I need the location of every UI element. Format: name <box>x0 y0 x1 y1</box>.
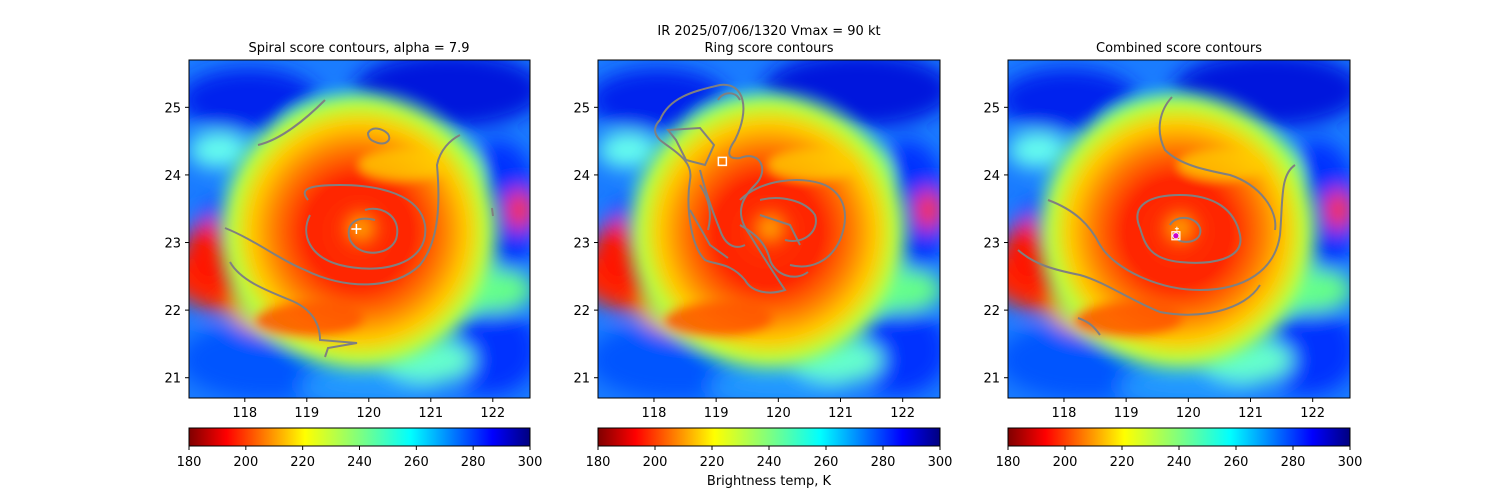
colorbar-tick-label: 240 <box>1167 455 1192 470</box>
colorbar-tick-label: 180 <box>586 455 611 470</box>
score-contours <box>224 99 494 358</box>
ir-image <box>578 52 953 405</box>
x-tick-label: 122 <box>890 406 915 421</box>
panel-combined: Combined score contours 118 119 120 121 122 … <box>983 41 1363 470</box>
x-tick-label: 118 <box>642 406 667 421</box>
y-tick-label: 22 <box>573 304 590 319</box>
x-tick-label: 120 <box>356 406 381 421</box>
figure-suptitle: IR 2025/07/06/1320 Vmax = 90 kt <box>657 24 880 39</box>
x-tick-label: 119 <box>294 406 319 421</box>
plot-frame <box>188 59 531 399</box>
panel-title: Combined score contours <box>1096 41 1262 56</box>
y-tick-label: 24 <box>573 169 590 184</box>
y-tick-label: 25 <box>573 101 590 116</box>
x-axis: 118 119 120 121 122 <box>232 398 505 421</box>
y-tick-label: 21 <box>573 372 590 387</box>
colorbar-tick-label: 200 <box>643 455 668 470</box>
center-dot-icon <box>1172 232 1180 240</box>
y-tick-label: 21 <box>983 372 1000 387</box>
colorbar-tick-label: 280 <box>1281 455 1306 470</box>
x-axis: 118 119 120 121 122 <box>642 398 915 421</box>
y-tick-label: 24 <box>983 169 1000 184</box>
y-axis: 21 22 23 24 25 <box>573 101 598 387</box>
x-tick-label: 119 <box>1114 406 1139 421</box>
x-tick-label: 120 <box>1176 406 1201 421</box>
colorbar-tick-label: 220 <box>1110 455 1135 470</box>
colorbar-gradient <box>1007 427 1351 447</box>
panel-ring: Ring score contours 118 119 120 121 122 21 22… <box>573 41 953 489</box>
y-tick-label: 25 <box>983 101 1000 116</box>
x-tick-label: 118 <box>1052 406 1077 421</box>
colorbar-tick-label: 280 <box>871 455 896 470</box>
colorbar-tick-label: 220 <box>700 455 725 470</box>
y-tick-label: 22 <box>164 304 181 319</box>
center-marker <box>1171 226 1181 241</box>
colorbar-tick-label: 200 <box>1053 455 1078 470</box>
center-square-icon <box>717 156 728 167</box>
colorbar-tick-label: 260 <box>814 455 839 470</box>
center-marker <box>351 224 362 234</box>
colorbar-tick-label: 180 <box>996 455 1021 470</box>
colorbar: 180 200 220 240 260 280 300 <box>177 427 543 470</box>
plot-frame <box>597 59 941 399</box>
x-axis: 118 119 120 121 122 <box>1052 398 1325 421</box>
x-tick-label: 119 <box>704 406 729 421</box>
colorbar-label: Brightness temp, K <box>707 474 832 489</box>
center-plus-icon <box>1174 226 1179 231</box>
y-tick-label: 24 <box>164 169 181 184</box>
y-tick-label: 23 <box>164 237 181 252</box>
x-tick-label: 121 <box>828 406 853 421</box>
x-tick-label: 121 <box>1238 406 1263 421</box>
colorbar-tick-label: 220 <box>290 455 315 470</box>
score-contours <box>1017 96 1296 336</box>
y-tick-label: 23 <box>573 237 590 252</box>
colorbar-tick-label: 300 <box>1338 455 1363 470</box>
colorbar: 180 200 220 240 260 280 300 <box>996 427 1363 470</box>
colorbar: 180 200 220 240 260 280 300 <box>586 427 953 470</box>
colorbar-gradient <box>597 427 941 447</box>
panel-spiral: Spiral score contours, alpha = 7.9 118 11… <box>164 41 543 470</box>
score-contours <box>654 83 846 294</box>
center-marker <box>717 156 728 167</box>
x-tick-label: 121 <box>418 406 443 421</box>
colorbar-tick-label: 240 <box>347 455 372 470</box>
panel-title: Ring score contours <box>704 41 833 56</box>
colorbar-tick-label: 280 <box>461 455 486 470</box>
x-tick-label: 118 <box>232 406 257 421</box>
y-tick-label: 22 <box>983 304 1000 319</box>
colorbar-tick-label: 180 <box>177 455 202 470</box>
panel-title: Spiral score contours, alpha = 7.9 <box>248 41 469 56</box>
x-tick-label: 120 <box>766 406 791 421</box>
colorbar-tick-label: 300 <box>928 455 953 470</box>
center-plus-icon <box>351 224 362 234</box>
colorbar-tick-label: 300 <box>518 455 543 470</box>
y-tick-label: 25 <box>164 101 181 116</box>
y-tick-label: 21 <box>164 372 181 387</box>
y-axis: 21 22 23 24 25 <box>983 101 1008 387</box>
colorbar-tick-label: 260 <box>404 455 429 470</box>
center-square-icon <box>1171 231 1181 241</box>
plot-frame <box>1007 59 1351 399</box>
colorbar-tick-label: 260 <box>1224 455 1249 470</box>
y-tick-label: 23 <box>983 237 1000 252</box>
x-tick-label: 122 <box>480 406 505 421</box>
colorbar-tick-label: 240 <box>757 455 782 470</box>
colorbar-gradient <box>188 427 531 447</box>
colorbar-tick-label: 200 <box>233 455 258 470</box>
y-axis: 21 22 23 24 25 <box>164 101 189 387</box>
x-tick-label: 122 <box>1300 406 1325 421</box>
